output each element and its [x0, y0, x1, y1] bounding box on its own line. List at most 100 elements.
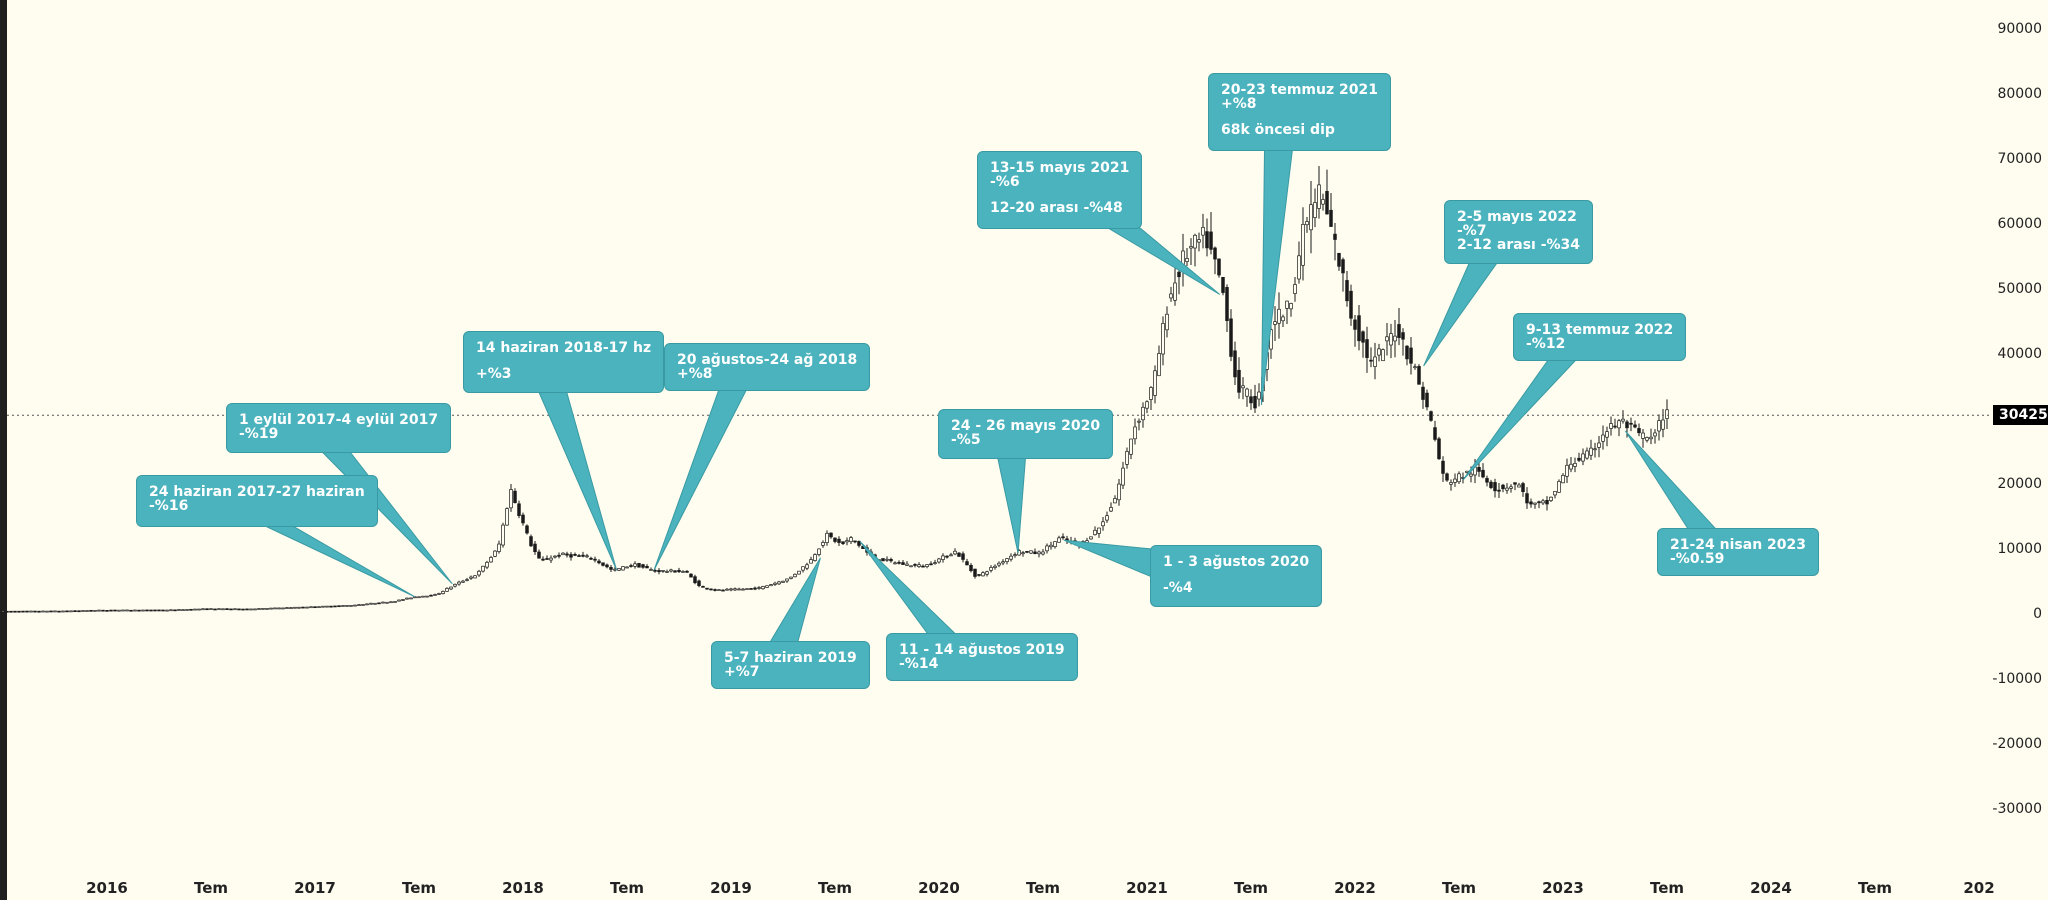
candle [137, 609, 141, 612]
candle [125, 609, 129, 612]
annotation-text: 1 - 3 ağustos 2020 [1163, 554, 1310, 570]
candle [329, 605, 333, 608]
annotation-callout[interactable]: 5-7 haziran 2019 +%7 [711, 641, 870, 689]
candle [29, 610, 33, 613]
annotation-text: -%0.59 [1670, 551, 1725, 567]
candle [733, 588, 737, 591]
candle [949, 554, 953, 557]
candle [121, 609, 125, 612]
candle [1109, 507, 1113, 512]
y-tick-label: 80000 [1997, 86, 2042, 102]
candle [725, 588, 729, 591]
candle [1493, 482, 1497, 492]
candle [265, 608, 269, 610]
candle [1405, 345, 1409, 360]
annotation-callout[interactable]: 14 haziran 2018-17 hz +%3 [463, 331, 665, 393]
candle [457, 581, 461, 585]
candle [133, 609, 137, 612]
candle [129, 609, 133, 612]
candle [1545, 500, 1549, 505]
annotation-text: -%16 [149, 498, 189, 514]
candle [941, 555, 945, 560]
candle [989, 567, 993, 571]
candle [1025, 550, 1029, 553]
y-tick-label: 20000 [1997, 476, 2042, 492]
candle [997, 562, 1001, 566]
candle [1249, 396, 1253, 404]
candle [1429, 411, 1433, 421]
candle [741, 588, 745, 591]
candle [1421, 386, 1425, 400]
candle [1409, 347, 1413, 364]
candle [1665, 409, 1669, 419]
annotation-callout[interactable]: 9-13 temmuz 2022 -%12 [1513, 313, 1687, 361]
candle [661, 570, 665, 572]
candle [817, 548, 821, 555]
candle [993, 565, 997, 568]
annotation-callout[interactable]: 1 - 3 ağustos 2020 -%4 [1150, 545, 1323, 607]
candle [569, 554, 573, 558]
candle [209, 608, 213, 610]
annotation-text: 68k öncesi dip [1221, 122, 1335, 138]
candle [697, 580, 701, 587]
candle [73, 610, 77, 613]
candle [909, 565, 913, 568]
candle [581, 554, 585, 557]
y-tick-label: 50000 [1997, 281, 2042, 297]
annotation-text: -%4 [1163, 580, 1193, 596]
x-tick-label: Tem [818, 879, 852, 897]
candle [361, 604, 365, 606]
candle [357, 604, 361, 606]
candle [349, 605, 353, 607]
candle [1281, 316, 1285, 322]
candle [1437, 438, 1441, 460]
annotation-callout[interactable]: 1 eylül 2017-4 eylül 2017 -%19 [226, 403, 452, 453]
candle [1033, 551, 1037, 554]
candle [1449, 482, 1453, 485]
candle [597, 560, 601, 564]
candle [957, 552, 961, 557]
candle [1301, 224, 1305, 266]
annotation-text: 20-23 temmuz 2021 [1221, 82, 1378, 98]
candle [1193, 234, 1197, 249]
candle [1625, 421, 1629, 429]
x-tick-label: Tem [194, 879, 228, 897]
candle [397, 599, 401, 602]
annotation-callout[interactable]: 24 - 26 mayıs 2020 -%5 [938, 409, 1114, 459]
annotation-pointer [653, 386, 749, 571]
candle [573, 554, 577, 556]
annotation-callout[interactable]: 11 - 14 ağustos 2019 -%14 [886, 633, 1078, 681]
candle [693, 576, 697, 584]
annotation-callout[interactable]: 2-5 mayıs 2022 -%7 2-12 arası -%34 [1444, 200, 1594, 264]
candle [601, 562, 605, 566]
candle [101, 609, 105, 612]
candle [1361, 331, 1365, 343]
candle [229, 608, 233, 611]
candle [1285, 300, 1289, 309]
candle [537, 551, 541, 559]
candle [1125, 451, 1129, 465]
candle [1337, 252, 1341, 267]
candle [1485, 478, 1489, 483]
x-tick-label: 2020 [918, 879, 960, 897]
candle [585, 555, 589, 558]
candle [1469, 473, 1473, 477]
annotation-callout[interactable]: 21-24 nisan 2023 -%0.59 [1657, 528, 1820, 576]
candle [293, 606, 297, 609]
annotation-callout[interactable]: 20 ağustos-24 ağ 2018 +%8 [664, 343, 871, 391]
candle [893, 562, 897, 565]
candle [1257, 391, 1261, 400]
left-border [0, 0, 7, 900]
candle [1441, 460, 1445, 474]
annotation-callout[interactable]: 24 haziran 2017-27 haziran -%16 [136, 475, 378, 527]
annotation-callout[interactable]: 13-15 mayıs 2021 -%6 12-20 arası -%48 [977, 151, 1143, 229]
candle [677, 569, 681, 573]
y-tick-label: 70000 [1997, 151, 2042, 167]
candle [53, 610, 57, 613]
candle [417, 596, 421, 599]
candle [1225, 287, 1229, 321]
annotation-text: -%12 [1526, 336, 1566, 352]
candle [453, 583, 457, 587]
annotation-callout[interactable]: 20-23 temmuz 2021 +%8 68k öncesi dip [1208, 73, 1391, 151]
